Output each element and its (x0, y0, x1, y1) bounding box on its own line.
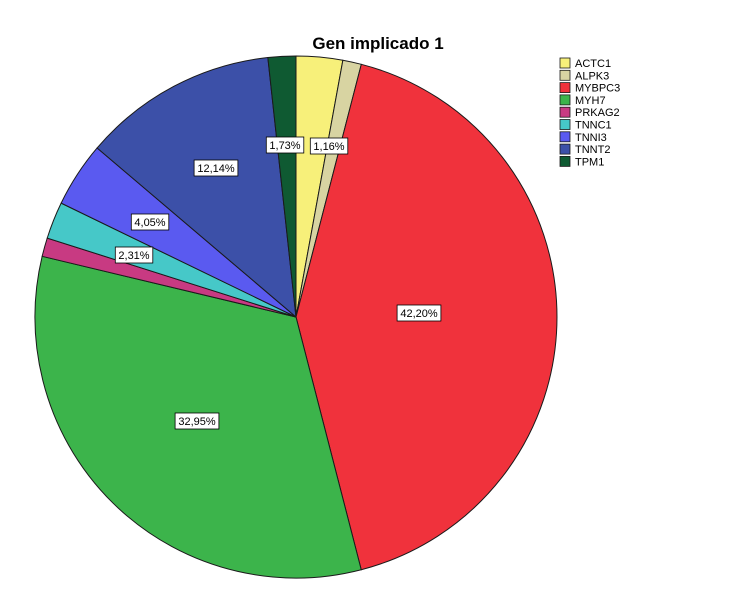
chart-title: Gen implicado 1 (312, 34, 443, 53)
data-label-text: 12,14% (197, 163, 235, 175)
legend-label: ALPK3 (575, 70, 609, 82)
data-label-tnnc1: 2,31% (114, 246, 154, 264)
pie-slice-tnnt2 (96, 56, 297, 319)
legend-label: ACTC1 (575, 58, 611, 70)
legend-item-prkag2: PRKAG2 (559, 106, 620, 119)
legend-item-mybpc3: MYBPC3 (559, 82, 620, 95)
pie-data-labels: 1,16% 42,20% 32,95% 2,31% 4,05% 12,14% 1,73% (114, 136, 442, 430)
legend-swatch (559, 94, 571, 106)
legend-label: PRKAG2 (575, 107, 620, 119)
data-label-text: 4,05% (134, 217, 165, 229)
data-label-text: 32,95% (178, 416, 216, 428)
data-label-box (265, 136, 305, 154)
legend-item-tpm1: TPM1 (559, 155, 604, 168)
data-label-mybpc3: 42,20% (396, 304, 442, 322)
legend-swatch (559, 106, 571, 118)
data-label-text: 1,16% (313, 141, 344, 153)
data-label-text: 42,20% (400, 308, 438, 320)
legend: ACTC1ALPK3MYBPC3MYH7PRKAG2TNNC1TNNI3TNNT… (559, 57, 620, 168)
legend-swatch (559, 82, 571, 93)
legend-item-myh7: MYH7 (559, 94, 606, 107)
legend-swatch (559, 155, 571, 167)
pie-slices (34, 55, 558, 579)
legend-label: TPM1 (575, 156, 604, 168)
legend-label: MYBPC3 (575, 83, 620, 95)
data-label-box (114, 246, 154, 264)
data-label-myh7: 32,95% (174, 412, 220, 430)
data-label-tpm1: 1,73% (265, 136, 305, 154)
legend-label: MYH7 (575, 95, 606, 107)
data-label-alpk3: 1,16% (309, 137, 349, 155)
data-label-box (193, 159, 239, 177)
legend-item-alpk3: ALPK3 (559, 69, 609, 82)
data-label-tnni3: 4,05% (130, 213, 170, 231)
legend-label: TNNI3 (575, 132, 607, 144)
data-label-box (309, 137, 349, 155)
data-label-tnnt2: 12,14% (193, 159, 239, 177)
legend-item-tnni3: TNNI3 (559, 131, 607, 144)
data-label-box (396, 304, 442, 322)
legend-item-tnnc1: TNNC1 (559, 119, 612, 132)
legend-swatch (559, 131, 571, 143)
legend-item-actc1: ACTC1 (559, 57, 611, 70)
pie-slice-tpm1 (267, 55, 297, 318)
legend-item-tnnt2: TNNT2 (559, 143, 610, 156)
data-label-box (174, 412, 220, 430)
data-label-text: 2,31% (118, 250, 149, 262)
legend-swatch (559, 119, 571, 130)
legend-label: TNNT2 (575, 144, 610, 156)
legend-swatch (559, 57, 571, 69)
legend-swatch (559, 69, 571, 81)
data-label-box (130, 213, 170, 231)
legend-label: TNNC1 (575, 120, 612, 132)
data-label-text: 1,73% (269, 140, 300, 152)
legend-swatch (559, 143, 571, 155)
